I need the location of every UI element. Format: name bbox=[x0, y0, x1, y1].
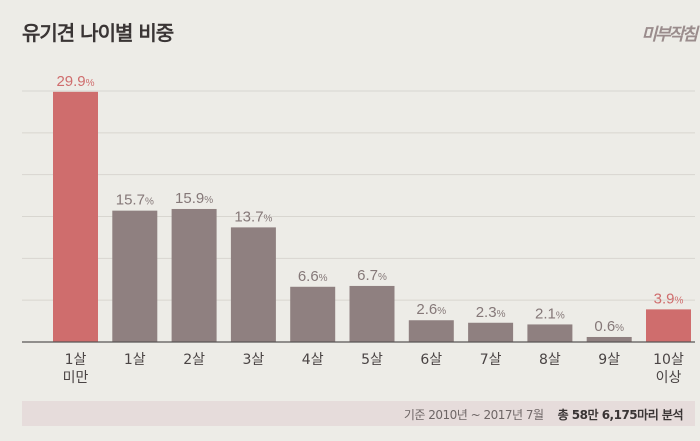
data-label: 2.1% bbox=[535, 305, 565, 322]
bar bbox=[53, 91, 98, 342]
data-label: 2.3% bbox=[476, 304, 506, 321]
data-label: 2.6% bbox=[416, 301, 446, 318]
x-tick-label: 1살 bbox=[124, 352, 146, 368]
bar bbox=[290, 286, 336, 342]
x-tick-label: 7살 bbox=[480, 352, 502, 368]
period-text: 기준 2010년 ~ 2017년 7월 bbox=[403, 408, 544, 422]
x-tick-label: 5살 bbox=[361, 352, 383, 368]
x-tick-label: 10살 이상 bbox=[653, 352, 684, 386]
x-tick-label: 3살 bbox=[243, 352, 265, 368]
bar bbox=[646, 309, 691, 342]
data-label: 3.9% bbox=[654, 290, 684, 307]
total-text: 총 58만 6,175마리 분석 bbox=[557, 408, 684, 422]
x-tick-label: 1살 미만 bbox=[63, 352, 89, 386]
bar bbox=[112, 210, 158, 342]
bar bbox=[408, 320, 454, 342]
bar bbox=[527, 324, 573, 342]
bar bbox=[468, 322, 514, 342]
x-tick-label: 2살 bbox=[183, 352, 205, 368]
footer-band: 기준 2010년 ~ 2017년 7월 총 58만 6,175마리 분석 bbox=[22, 401, 695, 426]
data-label: 15.7% bbox=[116, 192, 154, 209]
x-tick-label: 4살 bbox=[302, 352, 324, 368]
bar bbox=[586, 336, 632, 342]
bar-chart: 29.9% 1살 미만 15.7% 1살 15.9% 2살 13.7% 3살 6.6% 4살 6.7%… bbox=[22, 73, 695, 386]
bar bbox=[230, 227, 276, 342]
data-label: 6.7% bbox=[357, 267, 387, 284]
x-tick-label: 6살 bbox=[420, 352, 442, 368]
x-tick-label: 8살 bbox=[539, 352, 561, 368]
bar bbox=[349, 285, 395, 342]
data-label: 0.6% bbox=[594, 318, 624, 335]
chart-title: 유기견 나이별 비중 bbox=[22, 21, 174, 45]
bar bbox=[171, 208, 217, 342]
data-label: 13.7% bbox=[234, 208, 272, 225]
data-label: 29.9% bbox=[56, 73, 94, 90]
data-label: 15.9% bbox=[175, 190, 213, 207]
logo: 미부작침 bbox=[641, 25, 698, 45]
x-tick-label: 9살 bbox=[598, 352, 620, 368]
footer-note: 기준 2010년 ~ 2017년 7월 총 58만 6,175마리 분석 bbox=[403, 406, 684, 423]
data-label: 6.6% bbox=[298, 268, 328, 285]
